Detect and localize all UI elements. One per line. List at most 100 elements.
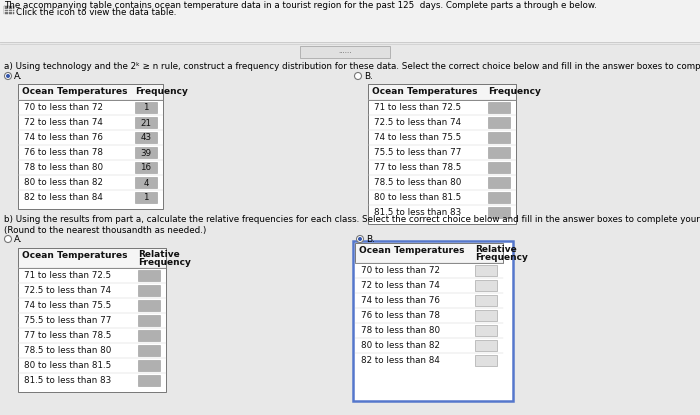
Bar xyxy=(138,360,160,371)
Bar xyxy=(135,192,157,203)
Bar xyxy=(475,340,497,351)
Text: b) Using the results from part a, calculate the relative frequencies for each cl: b) Using the results from part a, calcul… xyxy=(4,215,700,224)
Text: Ocean Temperatures: Ocean Temperatures xyxy=(22,251,127,260)
Bar xyxy=(353,241,513,401)
Bar xyxy=(300,46,390,58)
Bar xyxy=(488,207,510,218)
Bar xyxy=(135,177,157,188)
Bar xyxy=(18,248,166,268)
Bar xyxy=(135,102,157,113)
Bar xyxy=(18,248,166,392)
Bar xyxy=(138,315,160,326)
Bar xyxy=(138,345,160,356)
Text: 78.5 to less than 80: 78.5 to less than 80 xyxy=(24,346,111,355)
Bar xyxy=(355,243,503,372)
Circle shape xyxy=(6,74,10,78)
Bar xyxy=(488,132,510,143)
Text: 77 to less than 78.5: 77 to less than 78.5 xyxy=(374,163,461,172)
Text: 1: 1 xyxy=(144,193,148,203)
Text: 78 to less than 80: 78 to less than 80 xyxy=(24,163,103,172)
Bar xyxy=(488,177,510,188)
Text: 16: 16 xyxy=(141,164,151,173)
Text: 76 to less than 78: 76 to less than 78 xyxy=(24,148,103,157)
Bar xyxy=(475,280,497,291)
Bar xyxy=(475,295,497,306)
Text: 70 to less than 72: 70 to less than 72 xyxy=(24,103,103,112)
Text: ......: ...... xyxy=(338,48,351,54)
Text: 81.5 to less than 83: 81.5 to less than 83 xyxy=(374,208,461,217)
Text: Ocean Temperatures: Ocean Temperatures xyxy=(372,87,477,96)
Text: 74 to less than 76: 74 to less than 76 xyxy=(361,296,440,305)
Bar xyxy=(475,310,497,321)
Text: 43: 43 xyxy=(141,134,152,142)
Bar xyxy=(135,162,157,173)
Bar xyxy=(355,243,503,263)
Bar xyxy=(138,330,160,341)
Bar xyxy=(135,147,157,158)
Bar xyxy=(138,375,160,386)
Text: A.: A. xyxy=(14,235,23,244)
Circle shape xyxy=(354,73,361,80)
Circle shape xyxy=(4,73,11,80)
Bar xyxy=(18,84,163,209)
Text: B.: B. xyxy=(364,72,373,81)
Text: 21: 21 xyxy=(141,119,151,127)
Text: 82 to less than 84: 82 to less than 84 xyxy=(24,193,103,202)
Circle shape xyxy=(356,235,363,242)
Text: The accompanying table contains ocean temperature data in a tourist region for t: The accompanying table contains ocean te… xyxy=(4,1,597,10)
Text: Frequency: Frequency xyxy=(488,87,541,96)
Text: a) Using technology and the 2ᵏ ≥ n rule, construct a frequency distribution for : a) Using technology and the 2ᵏ ≥ n rule,… xyxy=(4,62,700,71)
Bar xyxy=(135,132,157,143)
Bar xyxy=(18,84,163,100)
Text: A.: A. xyxy=(14,72,23,81)
Text: 75.5 to less than 77: 75.5 to less than 77 xyxy=(374,148,461,157)
Text: 39: 39 xyxy=(141,149,152,158)
Bar xyxy=(488,192,510,203)
Circle shape xyxy=(4,235,11,242)
Text: (Round to the nearest thousandth as needed.): (Round to the nearest thousandth as need… xyxy=(4,226,206,235)
Text: Frequency: Frequency xyxy=(138,258,191,267)
Text: 82 to less than 84: 82 to less than 84 xyxy=(361,356,440,365)
Text: B.: B. xyxy=(366,235,375,244)
Text: 80 to less than 81.5: 80 to less than 81.5 xyxy=(24,361,111,370)
Text: 78 to less than 80: 78 to less than 80 xyxy=(361,326,440,335)
Bar xyxy=(488,102,510,113)
Text: 80 to less than 82: 80 to less than 82 xyxy=(361,341,440,350)
Bar xyxy=(475,355,497,366)
Text: 71 to less than 72.5: 71 to less than 72.5 xyxy=(374,103,461,112)
Text: 72.5 to less than 74: 72.5 to less than 74 xyxy=(24,286,111,295)
Bar xyxy=(4,6,14,14)
Text: Ocean Temperatures: Ocean Temperatures xyxy=(359,246,465,255)
Text: 78.5 to less than 80: 78.5 to less than 80 xyxy=(374,178,461,187)
Bar xyxy=(475,325,497,336)
Text: Relative: Relative xyxy=(138,250,180,259)
Text: 74 to less than 75.5: 74 to less than 75.5 xyxy=(24,301,111,310)
Bar xyxy=(135,117,157,128)
Bar xyxy=(138,300,160,311)
Text: 71 to less than 72.5: 71 to less than 72.5 xyxy=(24,271,111,280)
Bar xyxy=(0,0,700,42)
Text: 72 to less than 74: 72 to less than 74 xyxy=(361,281,440,290)
Text: 1: 1 xyxy=(144,103,148,112)
Text: 76 to less than 78: 76 to less than 78 xyxy=(361,311,440,320)
Bar xyxy=(138,270,160,281)
Text: 4: 4 xyxy=(144,178,148,188)
Text: Frequency: Frequency xyxy=(475,253,528,262)
Text: Ocean Temperatures: Ocean Temperatures xyxy=(22,87,127,96)
Bar xyxy=(138,285,160,296)
Text: 81.5 to less than 83: 81.5 to less than 83 xyxy=(24,376,111,385)
Text: 74 to less than 75.5: 74 to less than 75.5 xyxy=(374,133,461,142)
Bar xyxy=(488,147,510,158)
Bar xyxy=(368,84,516,100)
Circle shape xyxy=(358,237,362,241)
Text: 72.5 to less than 74: 72.5 to less than 74 xyxy=(374,118,461,127)
Bar xyxy=(488,117,510,128)
Text: 70 to less than 72: 70 to less than 72 xyxy=(361,266,440,275)
Text: 72 to less than 74: 72 to less than 74 xyxy=(24,118,103,127)
Text: 80 to less than 82: 80 to less than 82 xyxy=(24,178,103,187)
Text: 75.5 to less than 77: 75.5 to less than 77 xyxy=(24,316,111,325)
Text: Frequency: Frequency xyxy=(135,87,188,96)
Text: 80 to less than 81.5: 80 to less than 81.5 xyxy=(374,193,461,202)
Text: 77 to less than 78.5: 77 to less than 78.5 xyxy=(24,331,111,340)
Bar xyxy=(488,162,510,173)
